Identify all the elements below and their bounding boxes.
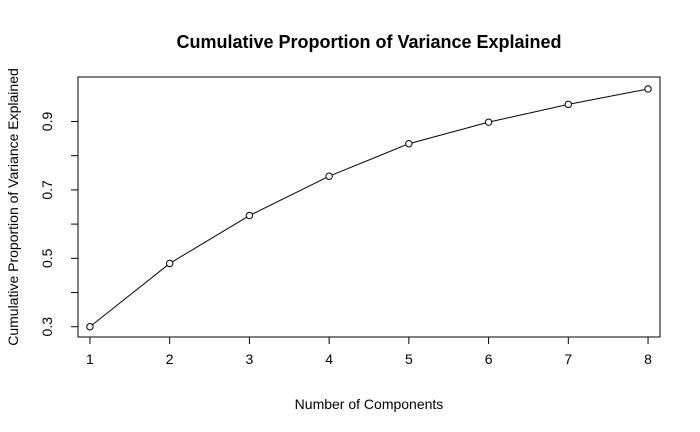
plot-frame — [77, 76, 661, 338]
x-tick-label-3: 3 — [246, 351, 254, 367]
x-tick-label-5: 5 — [405, 351, 413, 367]
data-point-2 — [165, 259, 174, 268]
x-tick-label-7: 7 — [564, 351, 572, 367]
y-tick-label-0.7: 0.7 — [39, 180, 55, 200]
data-point-8 — [644, 85, 652, 93]
series-line-0 — [89, 88, 649, 328]
x-tick-label-1: 1 — [86, 351, 94, 367]
y-axis: 0.3 0.5 0.7 0.9 — [39, 112, 78, 337]
data-point-5 — [405, 140, 413, 148]
x-axis: 1 2 3 4 5 6 7 8 — [86, 337, 652, 367]
data-point-4 — [325, 172, 333, 180]
x-tick-label-2: 2 — [166, 351, 174, 367]
data-point-1 — [86, 323, 94, 331]
data-point-6 — [484, 118, 493, 126]
x-tick-label-4: 4 — [325, 351, 333, 367]
x-axis-label: Number of Components — [295, 396, 444, 412]
data-point-7 — [564, 100, 573, 109]
y-axis-label: Cumulative Proportion of Variance Explai… — [5, 68, 21, 346]
chart-title: Cumulative Proportion of Variance Explai… — [176, 32, 561, 52]
y-tick-label-0.3: 0.3 — [39, 317, 55, 337]
x-tick-label-6: 6 — [485, 351, 493, 367]
y-tick-label-0.5: 0.5 — [39, 248, 55, 268]
data-point-3 — [245, 211, 254, 220]
x-tick-label-8: 8 — [644, 351, 652, 367]
y-tick-label-0.9: 0.9 — [39, 112, 55, 132]
series-group — [86, 85, 652, 331]
